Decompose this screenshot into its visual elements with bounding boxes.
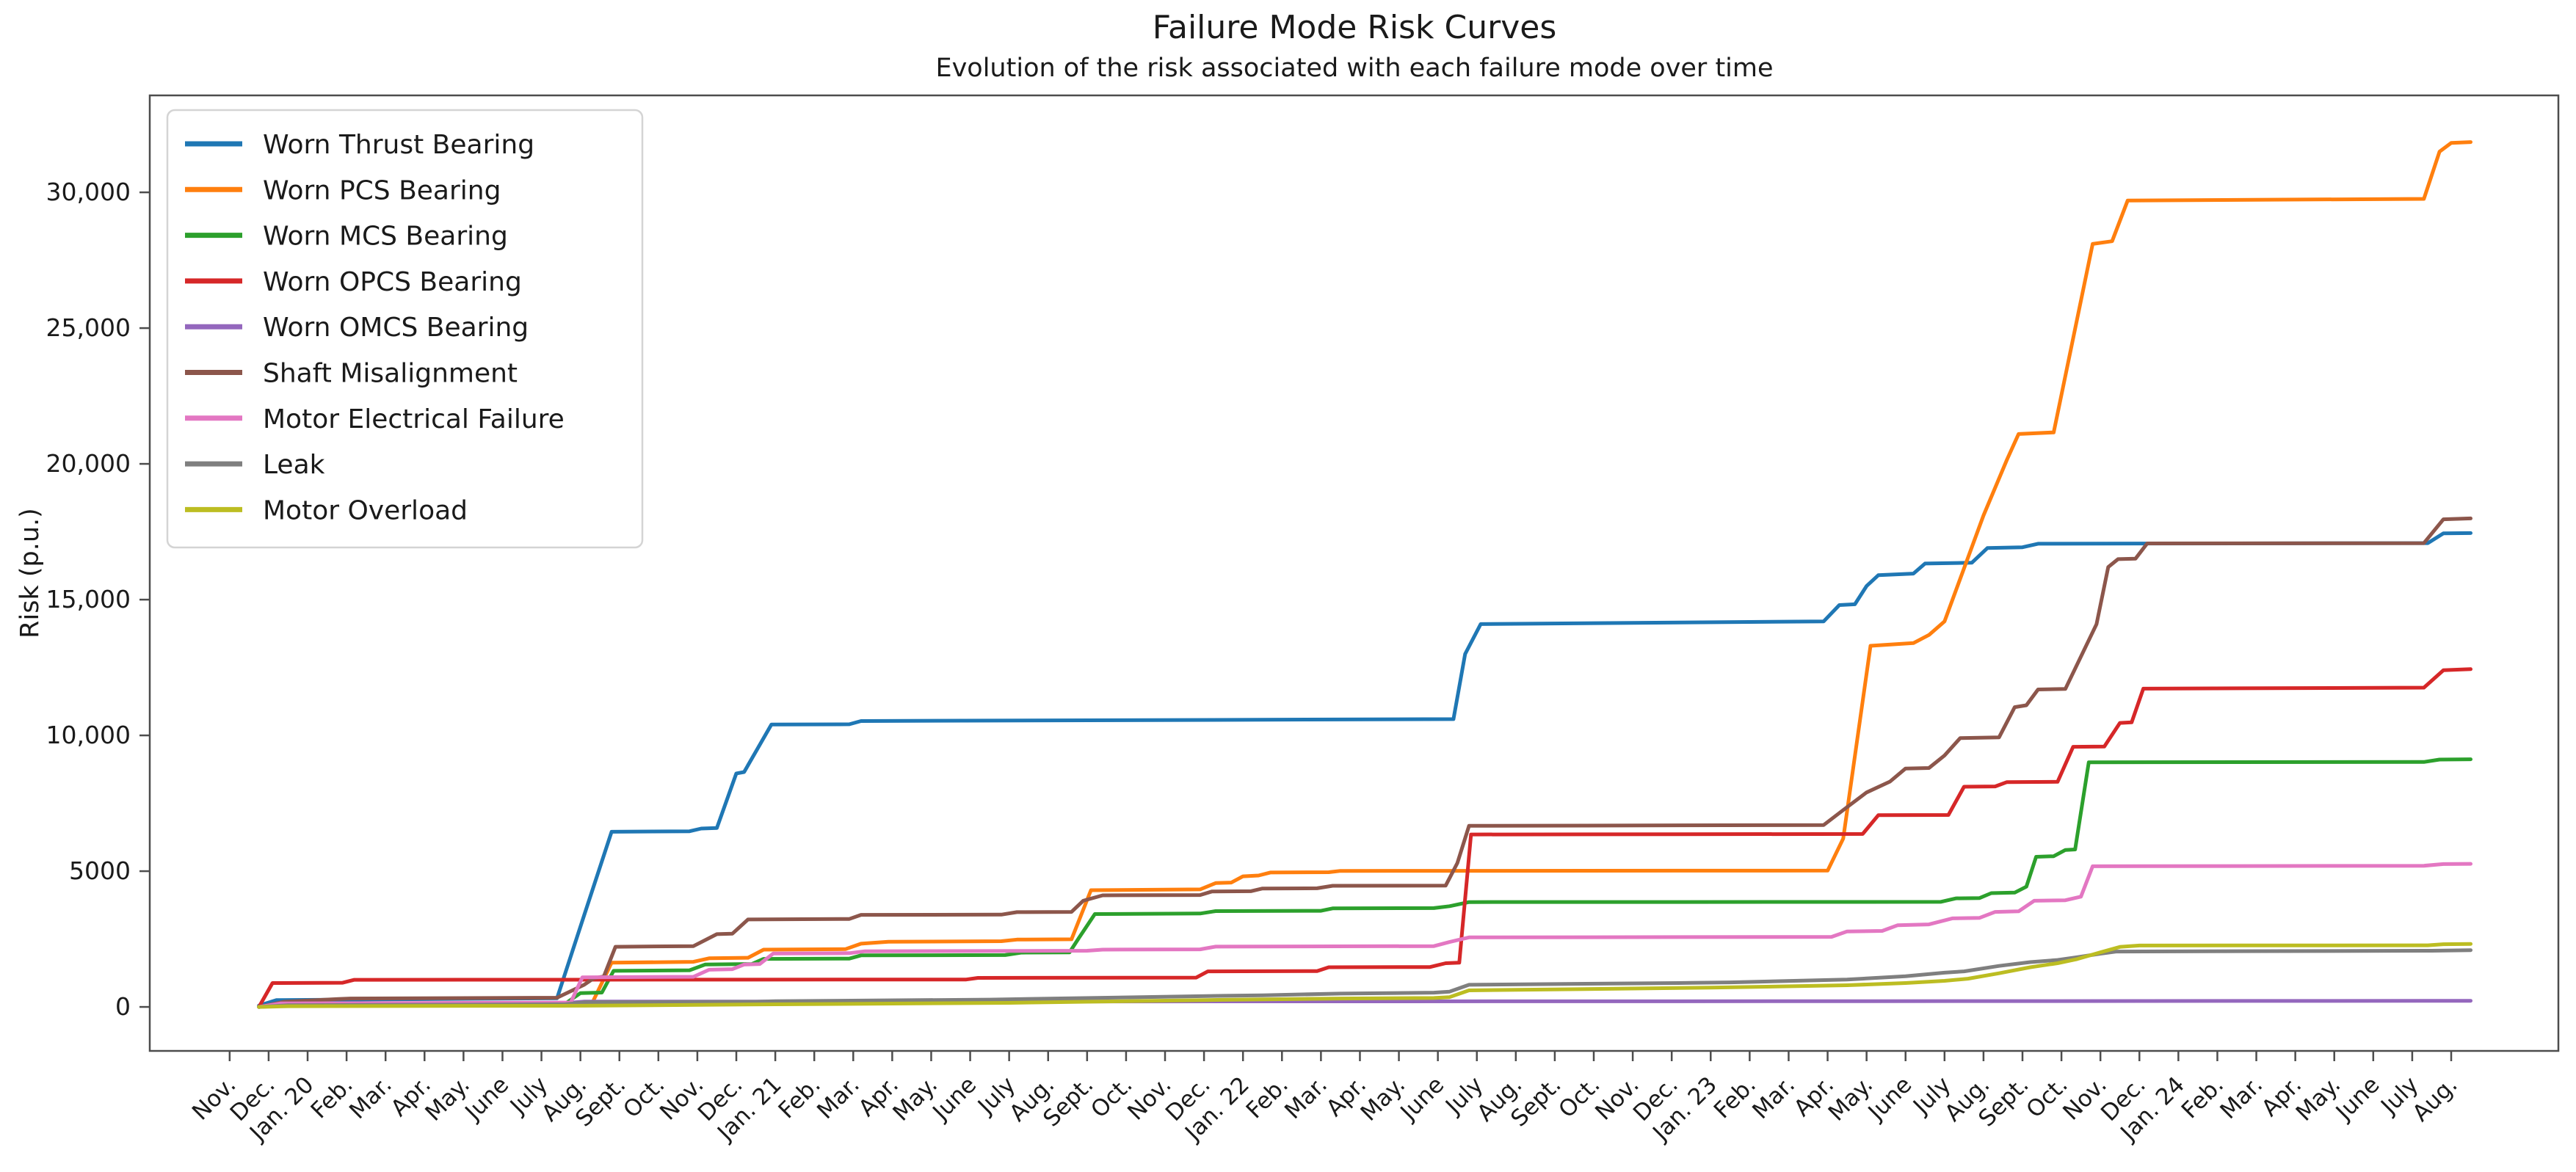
x-axis-tick-label: Mar. [1280,1071,1332,1124]
x-axis-tick-label: Feb. [1241,1071,1294,1124]
x-axis: Nov.Dec.Jan. 20Feb.Mar.Apr.May.JuneJulyA… [187,1051,2463,1147]
x-axis-tick-label: Oct. [1553,1071,1605,1123]
legend-item-shaft-misalignment: Shaft Misalignment [185,359,518,389]
legend-item-label: Motor Overload [263,495,468,525]
x-axis-tick-label: June [460,1071,515,1126]
x-axis-tick-label: Mar. [344,1071,397,1124]
legend-item-worn-thrust-bearing: Worn Thrust Bearing [185,130,534,160]
chart-subtitle: Evolution of the risk associated with ea… [935,54,1773,83]
x-axis-tick-label: Nov. [2058,1071,2112,1126]
legend-item-worn-opcs-bearing: Worn OPCS Bearing [185,267,522,297]
series-line-worn-opcs-bearing [257,667,2472,1009]
legend-item-label: Worn PCS Bearing [263,175,501,205]
series-line-leak [257,948,2472,1009]
x-axis-tick-label: May. [420,1071,475,1126]
x-axis-tick-label: Nov. [187,1071,242,1126]
y-axis-tick-label: 15,000 [46,585,131,614]
y-axis-tick-label: 10,000 [46,721,131,749]
y-axis-label: Risk (p.u.) [15,508,45,638]
x-axis-tick-label: Oct. [1086,1071,1137,1123]
y-axis-tick-label: 0 [115,992,131,1021]
legend-item-label: Motor Electrical Failure [263,404,565,434]
plot-area: 0 5000 10,000 15,000 20,000 25,000 30,000 Nov.D… [46,94,2560,1147]
x-axis-tick-label: Nov. [1590,1071,1644,1126]
legend-item-worn-pcs-bearing: Worn PCS Bearing [185,175,501,205]
chart-title: Failure Mode Risk Curves [1153,9,1557,46]
legend-item-label: Worn OPCS Bearing [263,267,522,297]
plot-frame [148,94,2560,1052]
legend-item-leak: Leak [185,450,325,480]
y-axis: 0 5000 10,000 15,000 20,000 25,000 30,000 [46,178,150,1021]
series-lines [257,140,2472,1009]
legend-item-motor-electrical-failure: Motor Electrical Failure [185,404,565,434]
x-axis-tick-label: May. [888,1071,943,1126]
x-axis-tick-label: May. [1824,1071,1879,1126]
x-axis-tick-label: June [1395,1071,1450,1126]
legend-item-label: Worn Thrust Bearing [263,130,534,160]
x-axis-tick-label: Feb. [774,1071,826,1124]
y-axis-tick-label: 30,000 [46,178,131,206]
legend-item-worn-omcs-bearing: Worn OMCS Bearing [185,313,529,343]
legend-item-label: Shaft Misalignment [263,359,518,389]
series-line-worn-pcs-bearing [257,140,2472,1009]
legend-item-label: Worn MCS Bearing [263,222,508,252]
legend-item-label: Worn OMCS Bearing [263,313,529,343]
legend: Worn Thrust Bearing Worn PCS Bearing Worn … [166,109,644,549]
x-axis-tick-label: Feb. [306,1071,358,1124]
x-axis-tick-label: May. [2291,1071,2346,1126]
legend-item-label: Leak [263,450,325,480]
x-axis-tick-label: June [1862,1071,1918,1126]
series-line-worn-thrust-bearing [257,531,2472,1008]
legend-item-motor-overload: Motor Overload [185,495,468,525]
x-axis-tick-label: Feb. [1709,1071,1761,1124]
x-axis-tick-label: Feb. [2177,1071,2229,1124]
x-axis-tick-label: Nov. [655,1071,709,1126]
y-axis-tick-label: 20,000 [46,449,131,478]
x-axis-tick-label: Aug. [2407,1071,2462,1126]
series-line-motor-electrical-failure [257,862,2472,1009]
x-axis-tick-label: Mar. [812,1071,865,1124]
x-axis-tick-label: June [2330,1071,2385,1126]
series-line-shaft-misalignment [257,516,2472,1009]
y-axis-tick-label: 25,000 [46,313,131,342]
x-axis-tick-label: Oct. [2021,1071,2072,1123]
x-axis-tick-label: Nov. [1122,1071,1177,1126]
legend-item-worn-mcs-bearing: Worn MCS Bearing [185,222,508,252]
series-line-worn-mcs-bearing [257,757,2472,1009]
x-axis-tick-label: Mar. [1747,1071,1800,1124]
x-axis-tick-label: June [927,1071,982,1126]
x-axis-tick-label: Mar. [2215,1071,2268,1124]
y-axis-tick-label: 5000 [69,856,131,885]
legend-box [166,109,644,549]
x-axis-tick-label: Oct. [618,1071,670,1123]
x-axis-tick-label: May. [1356,1071,1411,1126]
series-line-motor-overload [257,942,2472,1009]
